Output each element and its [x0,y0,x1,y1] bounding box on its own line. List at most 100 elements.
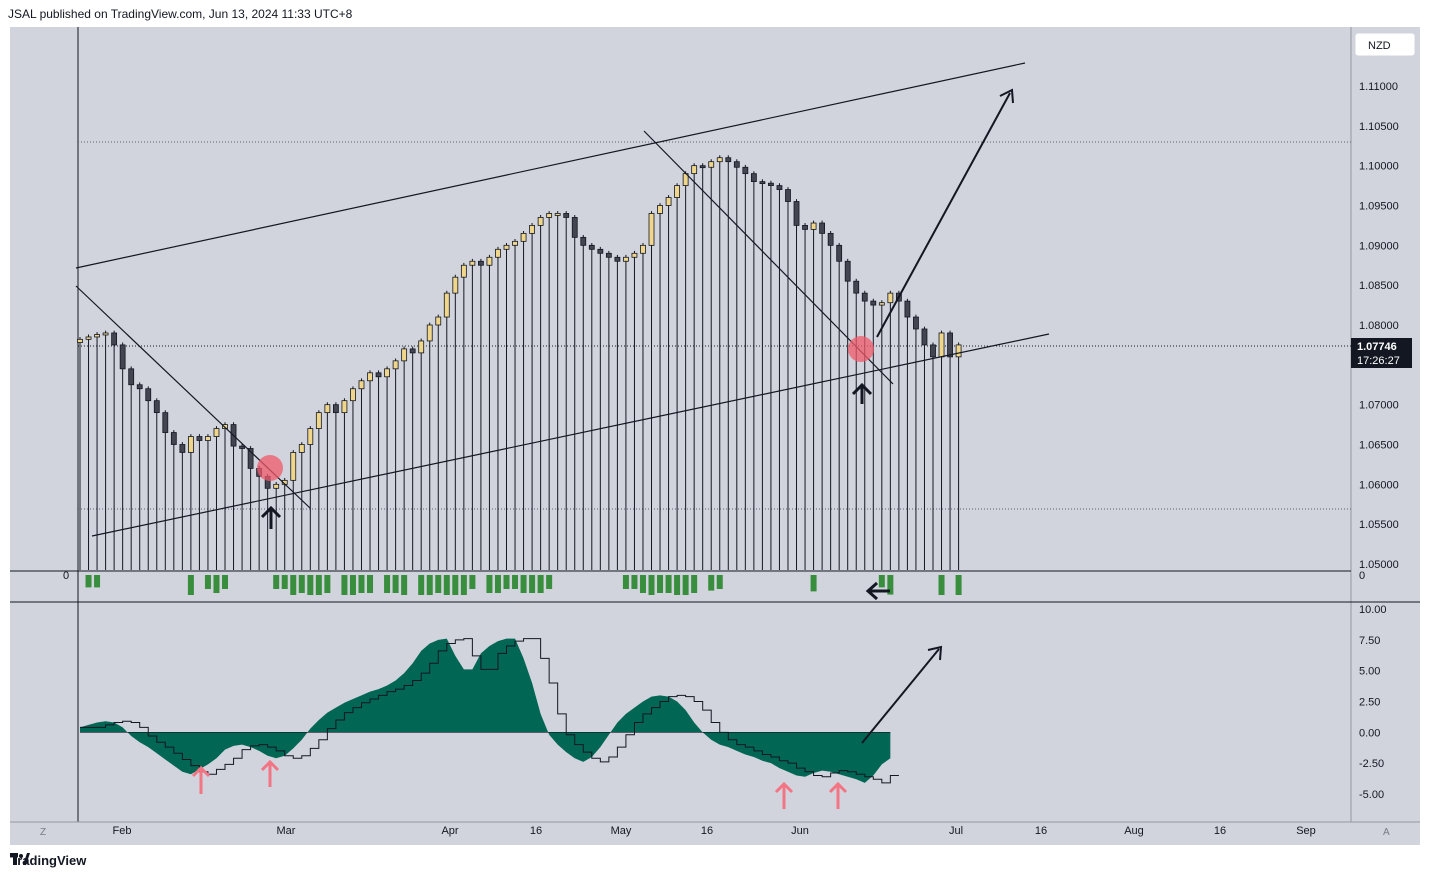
histogram-bar [486,575,493,593]
price-bar-body [614,256,621,262]
retest-marker[interactable] [848,336,874,362]
price-tick-label: 1.05500 [1359,519,1399,531]
timezone-icon[interactable]: Z [40,827,46,838]
price-bar-body [392,360,399,370]
price-bar-body [298,444,305,453]
price-bar-body [520,232,527,242]
price-tick-label: 1.06500 [1359,440,1399,452]
projection-arrow-oscillator-head [927,645,943,661]
price-bar-body [913,316,919,330]
price-bar-body [947,332,953,358]
histogram-bar [435,575,442,593]
oscillator-area [80,638,891,783]
price-bar-body [699,165,706,169]
price-tick-label: 1.10000 [1359,161,1399,173]
published-caption: JSAL published on TradingView.com, Jun 1… [8,7,353,21]
price-bar-body [341,400,348,414]
lower-channel-line[interactable] [91,333,1050,537]
time-tick-label: 16 [1035,825,1047,837]
price-scale[interactable] [1351,27,1420,845]
histogram-bar [529,575,536,593]
price-bar-body [861,292,868,302]
histogram-bar [460,575,467,595]
time-tick-label: Jun [791,825,809,837]
histogram-bar [85,575,92,588]
histogram-bar [384,575,391,593]
price-bar-body [716,157,723,163]
histogram-bar [546,575,553,589]
histogram-bar [622,575,629,589]
oscillator-tick-labels: 10.00 7.50 5.00 2.50 0.00 -2.50 -5.00 [1359,604,1387,801]
price-bar-body [213,428,220,437]
chart-svg[interactable]: NZD 1.110001.105001.100001.095001.090001… [10,27,1420,845]
histogram-bar [494,575,501,593]
price-bar-body [938,332,945,358]
price-bar-body [273,483,280,489]
price-tick-labels: 1.11000 1.10500 1.10000 1.09500 1.09000 1.085… [1359,81,1399,571]
price-bar-body [878,302,885,306]
pink-up-arrow-icon [774,781,794,809]
price-bar-body [802,225,808,230]
price-tick-label: 1.08000 [1359,320,1399,332]
histogram-bar [273,575,280,589]
histogram-bar [315,575,322,595]
price-bar-body [128,368,135,386]
time-tick-labels: Feb Mar Apr 16 May 16 Jun Jul 16 Aug 16 Sep [113,825,1316,837]
price-bar-body [460,264,467,278]
price-bar-body [768,182,774,186]
price-bar-body [77,338,83,343]
histogram-bar [955,575,962,595]
last-price-tag [1351,338,1412,368]
price-bar-body [640,244,646,254]
oscillator-tick-label: 0.00 [1359,727,1380,739]
countdown-label: 17:26:27 [1357,355,1400,367]
price-bar-body [657,205,663,214]
histogram-bar [469,575,476,589]
price-bar-body [239,445,245,449]
price-bar-body [887,292,894,304]
price-bar-body [145,388,152,402]
time-tick-label: Aug [1124,825,1144,837]
price-bar-body [733,161,740,168]
price-bar-body [435,316,442,326]
oscillator-group [80,638,899,784]
price-bar-body [708,161,715,168]
histogram-bar [94,575,101,588]
price-bar-body [623,256,629,262]
histogram-bar [349,575,356,595]
price-tick-label: 1.06000 [1359,479,1399,491]
breakout-marker[interactable] [257,455,283,481]
oscillator-tick-label: 7.50 [1359,635,1380,647]
projection-arrow-price[interactable] [876,92,1011,338]
price-bar-body [111,332,118,346]
histogram-bar [716,575,723,589]
price-bar-body [955,344,962,358]
price-tick-label: 1.08500 [1359,280,1399,292]
projection-arrow-oscillator[interactable] [861,648,940,744]
price-bar-body [674,185,680,198]
histogram-bar [426,575,433,595]
price-bar-body [725,157,732,163]
histogram-bar [887,575,894,595]
histogram-bar [443,575,450,595]
price-bar-body [136,384,143,390]
upper-channel-line[interactable] [75,62,1026,269]
price-bar-body [827,232,834,246]
price-bar-body [571,217,578,238]
tradingview-logo: TradingView [10,853,86,868]
histogram-bar [512,575,519,589]
time-tick-label: 16 [701,825,713,837]
price-bar-body [324,404,331,414]
time-tick-label: 16 [1214,825,1226,837]
histogram-bar [290,575,297,595]
oscillator-tick-label: -2.50 [1359,758,1384,770]
price-tick-label: 1.09500 [1359,201,1399,213]
chart-panel[interactable]: NZD 1.11000 1.10500 1.10000 1.09500 1.09000 1… [10,27,1420,845]
price-bar-body [179,444,186,453]
arrow-left-icon [865,581,890,601]
price-bar-body [358,380,365,390]
price-bar-body [486,256,493,266]
currency-button[interactable] [1354,32,1416,57]
auto-scale-icon[interactable]: A [1383,827,1390,838]
price-bar-body [290,452,297,481]
